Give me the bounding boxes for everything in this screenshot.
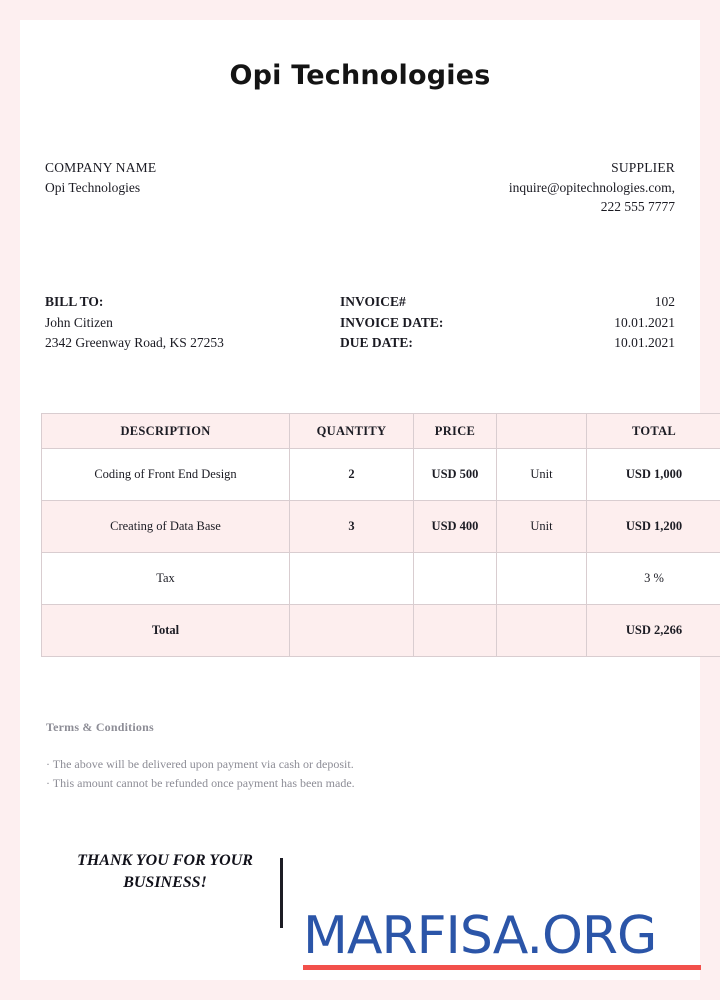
company-name-label: COMPANY NAME (45, 160, 157, 175)
cell-price (413, 604, 497, 657)
supplier-label: SUPPLIER (611, 160, 675, 175)
cell-unit (496, 604, 587, 657)
table-row: Coding of Front End Design 2 USD 500 Uni… (41, 448, 720, 501)
supplier-phone: 222 555 7777 (600, 199, 675, 215)
table-header: DESCRIPTION QUANTITY PRICE TOTAL (41, 413, 720, 449)
terms-and-conditions: Terms & Conditions · The above will be d… (46, 720, 355, 792)
watermark-underline (303, 965, 701, 970)
due-date-row: DUE DATE: 10.01.2021 (340, 333, 675, 354)
table-row-total: Total USD 2,266 (41, 604, 720, 657)
line-items-table: DESCRIPTION QUANTITY PRICE TOTAL Coding … (41, 413, 720, 657)
thank-you-message: THANK YOU FOR YOUR BUSINESS! (50, 850, 280, 893)
table-row: Creating of Data Base 3 USD 400 Unit USD… (41, 500, 720, 553)
invoice-number-label: INVOICE# (340, 294, 406, 309)
cell-total: 3 % (586, 552, 720, 605)
bill-to-label: BILL TO: (45, 294, 104, 309)
cell-quantity (289, 604, 414, 657)
invoice-date-label: INVOICE DATE: (340, 314, 444, 330)
watermark: MARFISA.ORG (303, 910, 713, 970)
cell-unit: Unit (496, 448, 587, 501)
bill-to-name: John Citizen (45, 314, 113, 330)
thank-you-line-2: BUSINESS! (123, 873, 207, 891)
cell-unit: Unit (496, 500, 587, 553)
column-header-total: TOTAL (586, 413, 720, 449)
column-header-price: PRICE (413, 413, 497, 449)
cell-description: Tax (41, 552, 290, 605)
cell-unit (496, 552, 587, 605)
watermark-text: MARFISA.ORG (303, 906, 657, 966)
invoice-number-value: 102 (654, 294, 675, 309)
thank-you-line-1: THANK YOU FOR YOUR (77, 852, 253, 869)
cell-description: Creating of Data Base (41, 500, 290, 553)
terms-line-2: · This amount cannot be refunded once pa… (46, 775, 355, 790)
terms-line-1: · The above will be delivered upon payme… (46, 757, 354, 771)
cell-description: Total (41, 604, 290, 657)
company-name-value: Opi Technologies (45, 179, 141, 195)
cell-total: USD 1,000 (586, 448, 720, 501)
cell-price: USD 400 (413, 500, 497, 553)
cell-price: USD 500 (413, 448, 497, 501)
cell-quantity: 2 (289, 448, 414, 501)
table-row-tax: Tax 3 % (41, 552, 720, 605)
invoice-meta-block: INVOICE# 102 INVOICE DATE: 10.01.2021 DU… (340, 292, 675, 354)
column-header-unit (496, 413, 587, 449)
cell-description: Coding of Front End Design (41, 448, 290, 501)
due-date-label: DUE DATE: (340, 335, 413, 351)
column-header-quantity: QUANTITY (289, 413, 414, 449)
cell-price (413, 552, 497, 605)
company-block: COMPANY NAME Opi Technologies (45, 158, 156, 197)
table-body: Coding of Front End Design 2 USD 500 Uni… (41, 448, 720, 657)
page-title: Opi Technologies (229, 60, 491, 91)
cell-quantity (289, 552, 414, 605)
cell-total: USD 2,266 (586, 604, 720, 657)
invoice-date-row: INVOICE DATE: 10.01.2021 (340, 313, 675, 334)
bill-to-block: BILL TO: John Citizen 2342 Greenway Road… (45, 292, 224, 354)
cell-total: USD 1,200 (586, 500, 720, 553)
bill-to-address: 2342 Greenway Road, KS 27253 (45, 335, 224, 351)
cell-quantity: 3 (289, 500, 414, 553)
invoice-page: Opi Technologies COMPANY NAME Opi Techno… (20, 20, 720, 980)
column-header-description: DESCRIPTION (41, 413, 290, 449)
due-date-value: 10.01.2021 (614, 335, 675, 351)
supplier-block: SUPPLIER inquire@opitechnologies.com, 22… (509, 158, 675, 217)
invoice-date-value: 10.01.2021 (614, 314, 675, 330)
terms-title: Terms & Conditions (46, 720, 154, 734)
supplier-email: inquire@opitechnologies.com, (508, 179, 675, 195)
footer-divider (280, 858, 283, 928)
table-header-row: DESCRIPTION QUANTITY PRICE TOTAL (41, 413, 720, 449)
invoice-number-row: INVOICE# 102 (340, 292, 675, 313)
